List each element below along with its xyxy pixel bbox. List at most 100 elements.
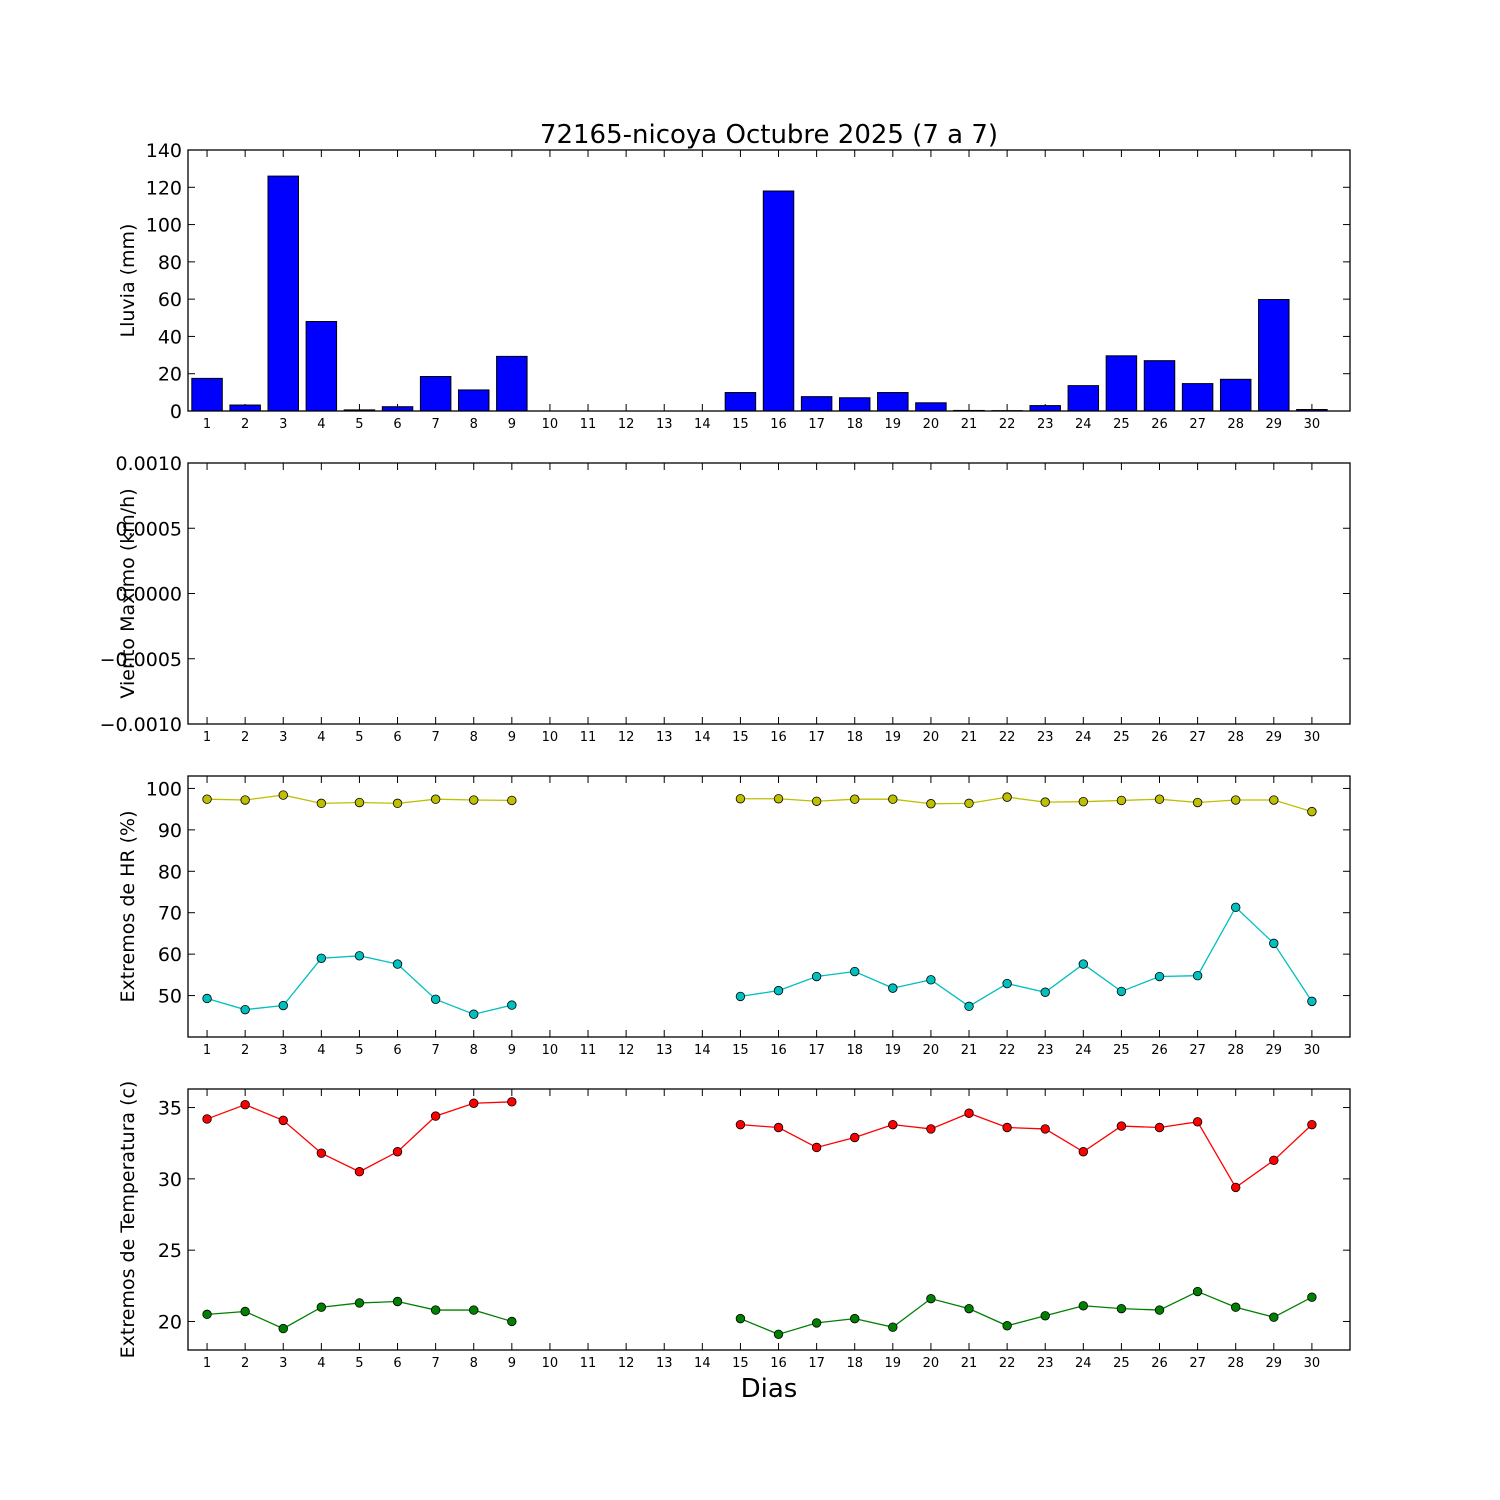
panel-viento: Viento Maximo (km/h) −0.0010 −0.0005 0.0000… [100, 453, 1351, 745]
x-tick-label-hr: 29 [1266, 1043, 1283, 1058]
point-hr-0-day-26 [1154, 794, 1165, 804]
x-tick-label-lluvia: 16 [770, 417, 787, 432]
series-line-hr-0 [740, 796, 1313, 813]
x-tick-label-temperatura: 24 [1075, 1356, 1092, 1371]
point-hr-0-day-29 [1269, 795, 1279, 805]
point-temperatura-0-day-16 [773, 1122, 784, 1133]
x-tick-label-hr: 22 [999, 1043, 1016, 1058]
x-tick-label-lluvia: 29 [1266, 417, 1283, 432]
y-axis-label-lluvia: Lluvia (mm) [117, 224, 139, 338]
point-temperatura-0-day-21 [964, 1108, 974, 1118]
x-tick-label-temperatura: 17 [808, 1356, 825, 1371]
y-tick-label-lluvia: 0 [170, 401, 182, 423]
point-hr-1-day-30 [1307, 996, 1317, 1007]
point-temperatura-0-day-4 [316, 1148, 327, 1158]
x-tick-label-temperatura: 13 [656, 1356, 673, 1371]
x-tick-label-viento: 12 [618, 730, 635, 745]
x-tick-label-hr: 4 [317, 1043, 325, 1058]
x-tick-label-lluvia: 1 [203, 417, 211, 432]
point-hr-1-day-28 [1231, 902, 1241, 913]
bar-lluvia-day-18 [838, 397, 871, 412]
point-temperatura-1-day-28 [1231, 1302, 1241, 1312]
x-tick-label-lluvia: 4 [317, 417, 325, 432]
point-temperatura-1-day-7 [430, 1305, 441, 1315]
point-temperatura-1-day-30 [1307, 1292, 1317, 1302]
point-hr-0-day-3 [278, 790, 288, 800]
point-hr-1-day-16 [773, 985, 784, 996]
point-temperatura-0-day-6 [392, 1147, 403, 1157]
x-tick-label-viento: 18 [846, 730, 863, 745]
point-temperatura-1-day-25 [1116, 1303, 1127, 1314]
x-tick-label-temperatura: 6 [393, 1356, 401, 1371]
bar-lluvia-day-20 [915, 402, 947, 412]
y-tick-label-hr: 90 [158, 820, 182, 842]
point-temperatura-0-day-24 [1078, 1147, 1089, 1157]
x-tick-label-temperatura: 26 [1151, 1356, 1168, 1371]
point-temperatura-1-day-23 [1040, 1311, 1050, 1321]
point-hr-1-day-6 [392, 959, 403, 969]
x-tick-label-hr: 26 [1151, 1043, 1168, 1058]
x-tick-label-lluvia: 3 [279, 417, 287, 432]
x-tick-label-lluvia: 17 [808, 417, 825, 432]
bar-lluvia-day-24 [1067, 385, 1100, 412]
axes-frame-lluvia [187, 149, 1351, 412]
y-tick-label-viento: −0.0010 [100, 714, 182, 736]
point-hr-0-day-8 [469, 795, 479, 805]
bar-lluvia-day-27 [1181, 383, 1214, 412]
point-hr-0-day-16 [773, 794, 784, 804]
y-tick-label-viento: 0.0010 [116, 453, 182, 475]
point-hr-0-day-24 [1078, 796, 1089, 807]
bar-lluvia-day-2 [229, 404, 261, 412]
x-tick-label-temperatura: 14 [694, 1356, 711, 1371]
bar-lluvia-day-26 [1143, 360, 1176, 412]
x-tick-label-viento: 29 [1266, 730, 1283, 745]
x-tick-label-lluvia: 12 [618, 417, 635, 432]
x-tick-label-temperatura: 19 [885, 1356, 902, 1371]
x-tick-label-hr: 2 [241, 1043, 249, 1058]
x-tick-label-viento: 25 [1113, 730, 1130, 745]
point-hr-1-day-29 [1269, 938, 1279, 949]
x-tick-label-temperatura: 1 [203, 1356, 211, 1371]
x-tick-label-hr: 13 [656, 1043, 673, 1058]
point-hr-1-day-21 [964, 1001, 974, 1012]
x-axis-label: Dias [741, 1374, 798, 1404]
x-tick-label-hr: 5 [355, 1043, 363, 1058]
point-temperatura-0-day-29 [1269, 1155, 1279, 1166]
point-hr-1-day-9 [507, 1000, 517, 1010]
x-tick-label-lluvia: 2 [241, 417, 249, 432]
bar-lluvia-day-8 [457, 389, 490, 412]
x-tick-label-viento: 24 [1075, 730, 1092, 745]
bar-lluvia-day-7 [419, 376, 452, 412]
bar-lluvia-day-3 [267, 175, 299, 412]
point-hr-0-day-22 [1002, 792, 1012, 802]
point-temperatura-0-day-23 [1040, 1124, 1050, 1134]
x-tick-label-viento: 11 [580, 730, 597, 745]
axes-frame-temperatura [187, 1088, 1351, 1351]
point-hr-1-day-23 [1040, 987, 1050, 997]
x-tick-label-hr: 6 [393, 1043, 401, 1058]
x-tick-label-viento: 7 [431, 730, 439, 745]
y-tick-label-lluvia: 60 [158, 289, 182, 311]
point-hr-0-day-18 [850, 794, 860, 804]
point-temperatura-1-day-17 [811, 1318, 822, 1328]
point-temperatura-1-day-18 [850, 1313, 860, 1324]
x-tick-label-lluvia: 23 [1037, 417, 1054, 432]
point-hr-0-day-4 [316, 798, 327, 809]
point-temperatura-0-day-7 [430, 1111, 441, 1121]
x-tick-label-viento: 8 [470, 730, 478, 745]
point-hr-1-day-19 [888, 983, 898, 993]
x-tick-label-lluvia: 24 [1075, 417, 1092, 432]
x-tick-label-hr: 15 [732, 1043, 749, 1058]
x-tick-label-lluvia: 25 [1113, 417, 1130, 432]
point-temperatura-1-day-9 [507, 1316, 517, 1327]
x-tick-label-lluvia: 7 [431, 417, 439, 432]
point-hr-1-day-1 [202, 993, 212, 1004]
x-tick-label-hr: 23 [1037, 1043, 1054, 1058]
y-tick-label-hr: 50 [158, 986, 182, 1008]
series-hr-0 [202, 790, 1317, 817]
x-tick-label-hr: 18 [846, 1043, 863, 1058]
point-hr-1-day-3 [278, 1000, 288, 1011]
